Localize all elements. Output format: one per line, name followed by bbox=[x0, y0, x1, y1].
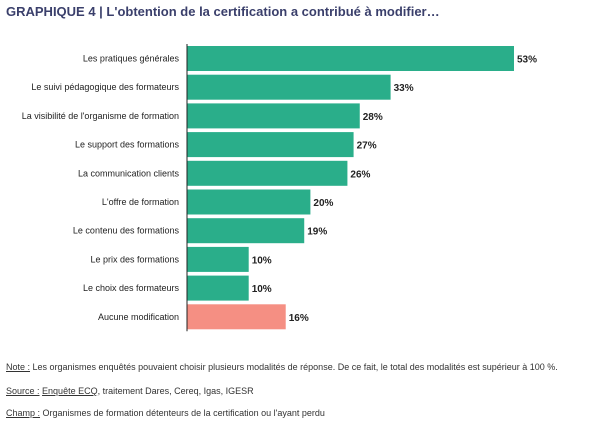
source-text: , traitement Dares, Cereq, Igas, IGESR bbox=[97, 386, 254, 396]
value-label-le-prix-des-formations: 10% bbox=[252, 255, 272, 266]
value-label-le-contenu-des-formations: 19% bbox=[307, 227, 327, 238]
bar-la-communication-clients bbox=[187, 160, 348, 186]
category-label-la-communication-clients: La communication clients bbox=[78, 168, 180, 178]
chart-title: GRAPHIQUE 4 | L'obtention de la certific… bbox=[6, 4, 440, 19]
bar-le-suivi-pedagogique-des-formateurs bbox=[187, 74, 391, 100]
bar-le-support-des-formations bbox=[187, 132, 354, 158]
bar-le-prix-des-formations bbox=[187, 246, 249, 272]
category-label-le-choix-des-formateurs: Le choix des formateurs bbox=[83, 283, 180, 293]
value-label-la-communication-clients: 26% bbox=[350, 169, 370, 180]
category-label-le-support-des-formations: Le support des formations bbox=[75, 140, 180, 150]
bar-le-choix-des-formateurs bbox=[187, 275, 249, 301]
champ-line: Champ : Organismes de formation détenteu… bbox=[6, 408, 325, 418]
value-label-le-choix-des-formateurs: 10% bbox=[252, 284, 272, 295]
category-label-la-visibilite-de-l-organisme-de-formation: La visibilité de l'organisme de formatio… bbox=[22, 111, 179, 121]
source-link[interactable]: Enquête ECQ bbox=[42, 386, 98, 396]
note-label: Note : bbox=[6, 362, 31, 372]
value-label-le-support-des-formations: 27% bbox=[357, 141, 377, 152]
bar-la-visibilite-de-l-organisme-de-formation bbox=[187, 103, 360, 129]
value-label-la-visibilite-de-l-organisme-de-formation: 28% bbox=[363, 112, 383, 123]
note-text: Les organismes enquêtés pouvaient choisi… bbox=[30, 362, 558, 372]
bar-l-offre-de-formation bbox=[187, 189, 311, 215]
category-label-l-offre-de-formation: L'offre de formation bbox=[102, 197, 179, 207]
category-label-le-suivi-pedagogique-des-formateurs: Le suivi pédagogique des formateurs bbox=[31, 82, 179, 92]
bar-aucune-modification bbox=[187, 304, 286, 330]
champ-label: Champ : bbox=[6, 408, 41, 418]
value-label-le-suivi-pedagogique-des-formateurs: 33% bbox=[394, 83, 414, 94]
category-label-les-pratiques-generales: Les pratiques générales bbox=[83, 54, 180, 64]
value-label-les-pratiques-generales: 53% bbox=[517, 55, 537, 66]
category-label-le-prix-des-formations: Le prix des formations bbox=[90, 254, 179, 264]
category-label-le-contenu-des-formations: Le contenu des formations bbox=[73, 226, 180, 236]
value-label-l-offre-de-formation: 20% bbox=[313, 198, 333, 209]
note-line: Note : Les organismes enquêtés pouvaient… bbox=[6, 362, 558, 372]
bar-le-contenu-des-formations bbox=[187, 218, 305, 244]
bar-les-pratiques-generales bbox=[187, 46, 514, 71]
value-label-aucune-modification: 16% bbox=[289, 313, 309, 324]
source-label: Source : bbox=[6, 386, 40, 396]
bar-chart: Les pratiques générales 53% Le suivi pédag… bbox=[22, 44, 537, 332]
category-label-aucune-modification: Aucune modification bbox=[98, 312, 179, 322]
champ-text: Organismes de formation détenteurs de la… bbox=[40, 408, 325, 418]
source-line: Source : Enquête ECQ, traitement Dares, … bbox=[6, 386, 254, 396]
